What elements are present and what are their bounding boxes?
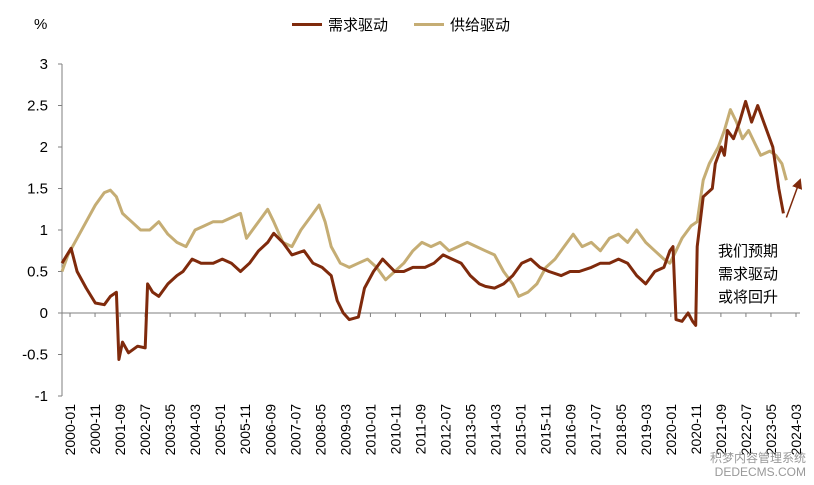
y-tick-label: 1 — [40, 222, 48, 239]
legend-label-demand: 需求驱动 — [328, 17, 389, 34]
x-tick-label: 2004-03 — [187, 404, 203, 456]
x-tick-label: 2001-09 — [112, 404, 128, 456]
annotation-line-1: 我们预期 — [718, 243, 779, 260]
x-tick-label: 2021-09 — [713, 404, 729, 456]
x-tick-label: 2017-07 — [588, 404, 604, 456]
x-tick-label: 2010-11 — [387, 404, 403, 455]
x-tick-label: 2008-05 — [312, 404, 328, 456]
legend: 需求驱动 供给驱动 — [292, 14, 510, 35]
y-tick-label: 1.5 — [27, 181, 48, 198]
watermark-line-1: 积梦内容管理系统 — [709, 451, 806, 465]
x-tick-label: 2015-01 — [513, 404, 529, 456]
x-tick-label: 2019-03 — [638, 404, 654, 456]
x-tick-label: 2013-05 — [463, 404, 479, 456]
annotation: 我们预期 需求驱动 或将回升 — [718, 240, 778, 309]
y-tick-label: 2 — [40, 139, 48, 156]
legend-item-demand: 需求驱动 — [292, 14, 388, 35]
annotation-line-3: 或将回升 — [718, 289, 779, 306]
y-tick-label: -1 — [35, 388, 48, 405]
x-tick-label: 2000-11 — [87, 404, 103, 455]
y-tick-label: 0 — [40, 305, 48, 322]
x-tick-label: 2015-11 — [538, 404, 554, 455]
x-tick-label: 2020-01 — [663, 404, 679, 456]
x-tick-label: 2011-09 — [412, 404, 428, 455]
annotation-arrow — [785, 178, 803, 218]
y-tick-label: 0.5 — [27, 264, 48, 281]
x-tick-label: 2024-03 — [788, 404, 804, 456]
y-tick-label: -0.5 — [22, 347, 48, 364]
y-axis-unit: % — [34, 16, 48, 33]
watermark-line-2: DEDECMS.COM — [714, 465, 806, 479]
x-tick-label: 2000-01 — [62, 404, 78, 456]
x-tick-label: 2020-11 — [688, 404, 704, 455]
x-tick-label: 2009-03 — [337, 404, 353, 456]
legend-swatch-demand — [292, 23, 322, 26]
annotation-line-2: 需求驱动 — [718, 266, 779, 283]
x-tick-label: 2016-09 — [563, 404, 579, 456]
x-tick-label: 2005-01 — [212, 404, 228, 456]
y-tick-label: 3 — [40, 56, 48, 73]
x-tick-label: 2002-07 — [137, 404, 153, 456]
x-tick-label: 2007-07 — [287, 404, 303, 456]
watermark: 积梦内容管理系统 DEDECMS.COM — [710, 451, 806, 479]
x-tick-label: 2005-11 — [237, 404, 253, 455]
x-tick-label: 2014-03 — [488, 404, 504, 456]
x-tick-label: 2023-05 — [763, 404, 779, 456]
x-tick-label: 2010-01 — [362, 404, 378, 456]
y-tick-label: 2.5 — [27, 98, 48, 115]
legend-item-supply: 供给驱动 — [414, 14, 510, 35]
x-tick-label: 2006-09 — [262, 404, 278, 456]
x-tick-label: 2022-07 — [738, 404, 754, 456]
legend-swatch-supply — [414, 23, 445, 26]
x-tick-label: 2018-05 — [613, 404, 629, 456]
x-tick-label: 2003-05 — [162, 404, 178, 456]
series-line-demand — [60, 99, 785, 361]
series-line-supply — [60, 108, 788, 298]
legend-label-supply: 供给驱动 — [450, 17, 511, 34]
x-tick-label: 2012-07 — [438, 404, 454, 456]
